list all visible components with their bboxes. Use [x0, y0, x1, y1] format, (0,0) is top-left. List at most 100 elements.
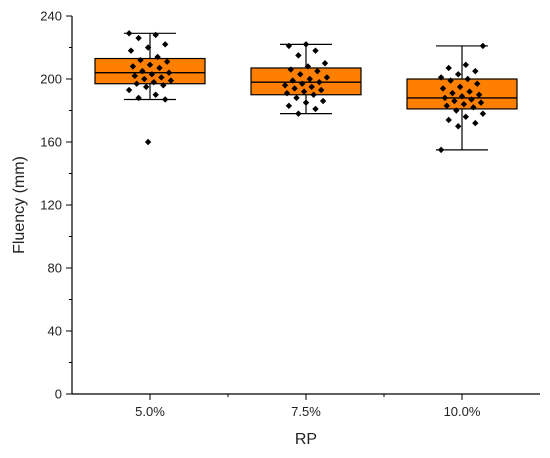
iqr-box: [250, 67, 362, 96]
data-point: [455, 71, 462, 78]
data-point: [449, 89, 456, 97]
data-point: [152, 91, 159, 98]
data-point: [319, 97, 327, 105]
y-tick-label: 80: [48, 261, 62, 276]
data-point: [477, 99, 485, 106]
data-point: [127, 47, 135, 54]
data-point: [437, 74, 445, 81]
data-point: [125, 30, 133, 37]
x-tick-label: 10.0%: [444, 404, 481, 419]
data-point: [474, 80, 481, 87]
data-point: [437, 146, 445, 154]
box-group: [406, 42, 518, 154]
data-point: [462, 61, 469, 69]
data-point: [453, 107, 460, 114]
data-point: [304, 63, 312, 70]
data-point: [152, 31, 159, 39]
x-axis-title: RP: [295, 431, 317, 448]
data-point: [464, 75, 471, 83]
data-point: [468, 96, 475, 103]
x-tick-label: 5.0%: [135, 404, 165, 419]
data-point: [156, 64, 163, 72]
data-point: [306, 75, 313, 83]
data-point: [287, 66, 294, 73]
data-point: [466, 88, 473, 95]
data-point: [131, 72, 138, 80]
axes: 0 40 80 120 160 200 240 5.0% 7.5% 10.0%: [40, 9, 540, 419]
data-point: [144, 138, 152, 146]
data-point: [289, 77, 296, 84]
data-point: [297, 71, 304, 78]
data-point: [154, 53, 161, 61]
data-point: [137, 56, 144, 64]
data-point: [300, 88, 308, 95]
data-point: [160, 82, 167, 89]
data-point: [299, 80, 306, 87]
y-tick-label: 160: [40, 135, 62, 150]
data-point: [135, 94, 142, 102]
data-point: [150, 78, 157, 86]
data-point: [316, 78, 323, 86]
y-tick-label: 120: [40, 198, 62, 213]
data-point: [458, 93, 466, 100]
data-point: [302, 41, 310, 48]
data-point: [321, 60, 329, 67]
x-tick-label: 7.5%: [291, 404, 321, 419]
data-point: [314, 67, 321, 75]
data-point: [302, 99, 310, 106]
data-point: [312, 47, 319, 54]
data-point: [129, 63, 137, 70]
data-point: [163, 58, 171, 65]
y-tick-label: 200: [40, 72, 62, 87]
box-series: [94, 30, 518, 154]
data-point: [139, 67, 146, 75]
data-point: [295, 52, 302, 59]
data-point: [144, 44, 152, 51]
data-point: [295, 110, 302, 117]
data-point: [162, 96, 169, 103]
data-point: [133, 80, 140, 87]
data-point: [143, 83, 150, 91]
data-point: [135, 34, 142, 42]
data-point: [141, 75, 148, 83]
data-point: [283, 89, 291, 97]
data-point: [146, 61, 154, 69]
data-point: [479, 110, 487, 117]
data-point: [312, 105, 319, 113]
box-group: [250, 41, 362, 117]
data-point: [318, 86, 325, 94]
data-point: [285, 42, 293, 50]
data-point: [310, 91, 317, 98]
data-point: [285, 102, 293, 109]
data-point: [472, 119, 479, 127]
data-point: [462, 113, 469, 120]
data-point: [291, 85, 298, 92]
data-point: [167, 77, 175, 84]
y-tick-label: 0: [55, 387, 62, 402]
data-point: [479, 42, 487, 50]
data-point: [475, 91, 483, 98]
data-point: [158, 74, 165, 81]
data-point: [472, 67, 479, 75]
data-point: [281, 82, 289, 89]
data-point: [445, 64, 452, 72]
data-point: [165, 69, 173, 76]
data-point: [470, 104, 477, 111]
data-point: [293, 94, 300, 102]
data-point: [308, 83, 315, 91]
data-point: [162, 41, 169, 48]
data-point: [441, 94, 449, 102]
data-point: [447, 77, 454, 84]
y-tick-label: 40: [48, 324, 62, 339]
data-point: [445, 116, 452, 124]
data-point: [439, 85, 447, 92]
data-point: [125, 86, 133, 94]
data-point: [455, 123, 462, 130]
y-tick-label: 240: [40, 9, 62, 24]
data-point: [323, 74, 331, 81]
data-point: [456, 83, 464, 91]
data-point: [460, 101, 468, 108]
data-point: [443, 102, 450, 109]
y-axis-title: Fluency (mm): [11, 156, 28, 254]
